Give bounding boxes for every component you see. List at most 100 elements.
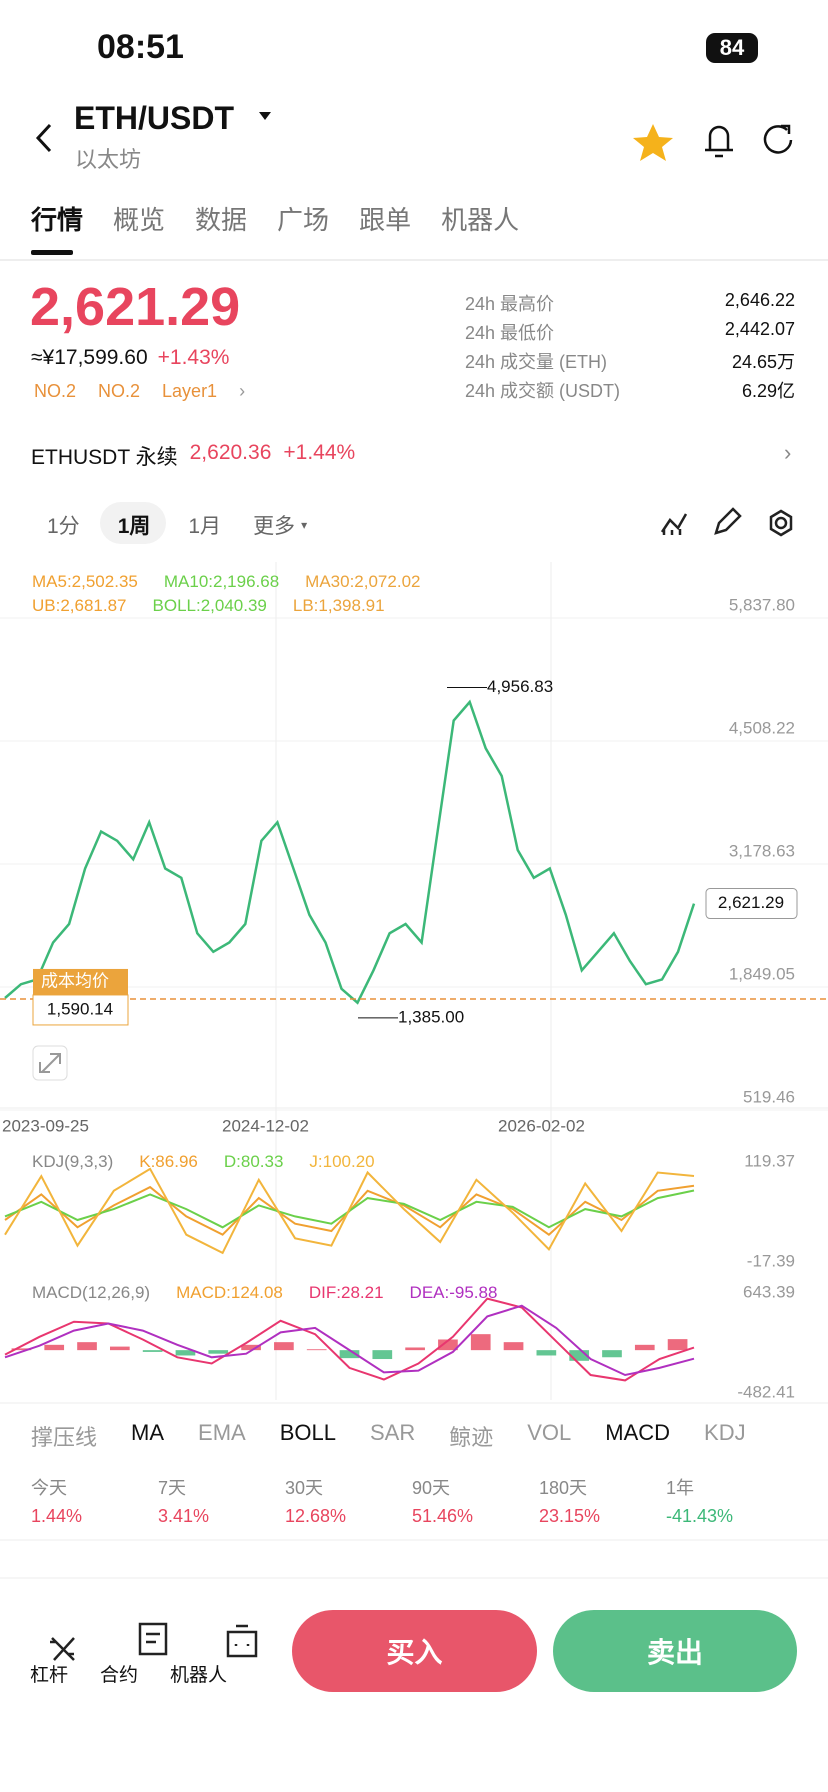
period-value: 23.15%	[539, 1506, 601, 1526]
indicator-icon[interactable]	[660, 513, 688, 535]
macd-bar	[11, 1348, 32, 1351]
cost-title: 成本均价	[41, 971, 109, 990]
dropdown-icon[interactable]	[259, 112, 271, 120]
interval[interactable]: 1分	[47, 515, 80, 538]
macd-bar	[339, 1350, 360, 1359]
indicator[interactable]: KDJ	[704, 1420, 746, 1445]
clock: 08:51	[97, 28, 184, 66]
legend-item: KDJ(9,3,3)	[32, 1152, 114, 1171]
pair[interactable]: ETH/USDT	[74, 100, 234, 136]
tab[interactable]: 行情	[31, 205, 84, 235]
indicator[interactable]: MACD	[605, 1420, 671, 1445]
macd-bar	[405, 1347, 425, 1351]
period: 90天 51.46%	[412, 1474, 539, 1527]
tag: Layer1	[162, 381, 218, 401]
star-icon[interactable]	[633, 124, 673, 161]
battery: 84	[706, 33, 758, 63]
macd-bar	[536, 1350, 557, 1356]
legend-item: DIF:28.21	[308, 1283, 384, 1302]
stat-label: 24h 成交额 (USDT)	[465, 381, 621, 401]
legend-item: MACD:124.08	[176, 1283, 283, 1302]
share-icon[interactable]	[763, 124, 793, 154]
legend-item: MACD(12,26,9)	[32, 1283, 151, 1302]
lever-icon[interactable]	[50, 1637, 75, 1661]
tab[interactable]: 广场	[277, 205, 330, 235]
tag: NO.2	[98, 381, 141, 401]
indicator[interactable]: EMA	[198, 1420, 246, 1445]
indicator[interactable]: MA	[131, 1420, 165, 1445]
main-legend: MA5:2,502.35 MA10:2,196.68 MA30:2,072.02 UB…	[32, 572, 420, 620]
period-label: 7天	[158, 1478, 187, 1498]
nav-label[interactable]: 机器人	[170, 1665, 228, 1686]
indicator[interactable]: 撑压线	[31, 1425, 98, 1450]
price-sub: ≈¥17,599.60 +1.43%	[31, 346, 229, 370]
buy-button[interactable]: 买入	[386, 1637, 443, 1668]
tab[interactable]: 数据	[195, 205, 248, 235]
nav-label[interactable]: 杠杆	[30, 1665, 69, 1686]
robot-icon[interactable]	[226, 1624, 258, 1658]
chevron: ›	[784, 440, 792, 465]
nav-label[interactable]: 合约	[100, 1665, 139, 1686]
stats: 24h 最高价 2,646.22 24h 最低价 2,442.07 24h 成交量 (E…	[465, 290, 795, 406]
macd-bar	[667, 1339, 688, 1351]
macd-bar	[569, 1350, 590, 1361]
macd-bar	[634, 1344, 655, 1351]
y-tick-label: -17.39	[747, 1251, 795, 1270]
stat-value: 2,646.22	[724, 290, 795, 310]
y-tick-label: 643.39	[743, 1282, 795, 1301]
series-line	[4, 1297, 695, 1382]
legend-row: KDJ(9,3,3) K:86.96 D:80.33 J:100.20	[32, 1152, 375, 1172]
period-value: 12.68%	[285, 1506, 347, 1526]
period: 30天 12.68%	[285, 1474, 412, 1527]
last-box	[705, 888, 798, 920]
macd-legend: MACD(12,26,9) MACD:124.08 DIF:28.21 DEA:-95…	[32, 1283, 497, 1303]
legend-item: LB:1,398.91	[292, 596, 385, 615]
macd-bar	[142, 1350, 163, 1352]
period: 7天 3.41%	[158, 1474, 285, 1527]
tab[interactable]: 跟单	[359, 205, 412, 235]
settings-icon[interactable]	[769, 509, 793, 537]
tab[interactable]: 机器人	[441, 205, 520, 235]
interval[interactable]: 更多	[253, 515, 296, 538]
series-line	[4, 699, 696, 1005]
period: 180天 23.15%	[539, 1474, 666, 1527]
interval[interactable]: 1月	[188, 515, 222, 538]
high-label: 4,956.83	[487, 677, 553, 696]
bell-icon[interactable]	[705, 125, 733, 158]
y-tick-label: 5,837.80	[729, 595, 795, 614]
stat-value: 6.29亿	[741, 381, 795, 401]
intervals: 1分 1周 1月 更多 ▾	[47, 510, 307, 540]
tags: NO.2 NO.2 Layer1 ›	[34, 381, 245, 402]
contract-icon[interactable]	[138, 1622, 168, 1656]
cost-label: 1,590.14	[47, 999, 113, 1018]
expand-icon[interactable]	[32, 1045, 68, 1081]
legend-row: UB:2,681.87 BOLL:2,040.39 LB:1,398.91	[32, 596, 420, 620]
tab[interactable]: 概览	[113, 205, 166, 235]
y-tick-label: 519.46	[743, 1087, 795, 1106]
perp[interactable]: ETHUSDT 永续 2,620.36 +1.44%	[31, 441, 355, 471]
macd-bar	[372, 1350, 393, 1360]
period-value: 3.41%	[158, 1506, 210, 1526]
x-tick-label: 2023-09-25	[2, 1116, 89, 1135]
indicator[interactable]: SAR	[369, 1420, 416, 1445]
period-value: 51.46%	[412, 1506, 474, 1526]
macd-bar	[175, 1350, 196, 1356]
back-icon[interactable]	[35, 123, 52, 153]
legend-item: MA5:2,502.35	[32, 572, 138, 591]
macd-bar	[44, 1344, 65, 1351]
y-tick-label: 3,178.63	[729, 841, 795, 860]
sell-button[interactable]: 卖出	[646, 1637, 703, 1668]
tab-underline	[31, 250, 73, 255]
indicator[interactable]: 鲸迹	[449, 1425, 494, 1450]
interval-pill	[100, 502, 166, 544]
interval[interactable]: 1周	[117, 515, 151, 538]
vertical-grid	[275, 562, 552, 1400]
draw-icon[interactable]	[714, 507, 742, 535]
chevron: ›	[239, 381, 246, 401]
period-label: 30天	[285, 1478, 324, 1498]
indicator[interactable]: VOL	[527, 1420, 572, 1445]
y-tick-label: 4,508.22	[729, 718, 795, 737]
indicator[interactable]: BOLL	[279, 1420, 336, 1445]
period: 1年 -41.43%	[666, 1474, 793, 1527]
